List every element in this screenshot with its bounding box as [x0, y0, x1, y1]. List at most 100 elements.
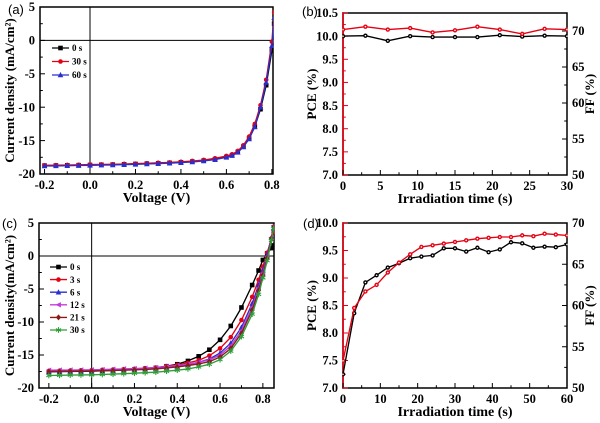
- y-tick-label: 0: [28, 249, 34, 263]
- legend-label: 60 s: [72, 70, 87, 80]
- x-tick-label: 0.4: [173, 178, 189, 192]
- x-tick-label: 0.2: [127, 392, 143, 406]
- y-tick-label: 5: [29, 0, 35, 14]
- series-30s: [42, 10, 274, 168]
- y-tick-label: 7.5: [322, 354, 338, 368]
- y-tick-label: 10.0: [316, 29, 338, 43]
- y-axis-label: PCE (%): [304, 69, 319, 120]
- legend-label: 6 s: [70, 287, 81, 297]
- legend-label: 3 s: [70, 275, 81, 285]
- axis-ticks: [39, 222, 264, 389]
- y-axis-label: Current density (mA/cm²): [2, 18, 17, 162]
- series-30s: [46, 225, 275, 379]
- y-right-tick-label: 50: [572, 381, 585, 395]
- tick-labels: -0.2 0.0 0.2 0.4 0.6 0.8 -20 -15 -10 -5 0 5: [18, 0, 279, 192]
- y-tick-label: 9.0: [322, 76, 338, 90]
- series-FF: [342, 231, 568, 363]
- x-tick-label: 50: [523, 392, 536, 406]
- y-right-tick-label: 65: [572, 60, 585, 74]
- x-tick-label: 40: [486, 392, 499, 406]
- y-axis-label-right: FF (%): [582, 285, 597, 325]
- x-tick-label: -0.2: [39, 392, 59, 406]
- x-tick-label: 25: [523, 179, 536, 193]
- legend-item: 6 s: [50, 287, 81, 297]
- legend-label: 0 s: [70, 262, 81, 272]
- y-right-tick-label: 70: [572, 216, 585, 230]
- tick-labels: 0 10 20 30 40 50 607.07.58.08.59.09.510.050556…: [316, 216, 584, 406]
- y-right-tick-label: 60: [572, 96, 585, 110]
- x-tick-label: 20: [411, 392, 424, 406]
- y-right-tick-label: 55: [572, 132, 585, 146]
- y-right-tick-label: 60: [572, 299, 585, 313]
- y-tick-label: 8.5: [322, 99, 338, 113]
- y-tick-label: 9.0: [322, 271, 338, 285]
- x-tick-label: 0: [340, 179, 346, 193]
- y-tick-label: 10.5: [316, 6, 338, 20]
- y-tick-label: -5: [24, 282, 34, 296]
- legend-item: 3 s: [50, 275, 81, 285]
- legend-item: 0 s: [52, 43, 83, 53]
- x-tick-label: 0.0: [84, 392, 100, 406]
- series-PCE: [342, 33, 568, 43]
- y-tick-label: 9.5: [322, 52, 338, 66]
- y-tick-label: -5: [25, 67, 35, 81]
- panel-letter: (c): [2, 216, 17, 231]
- y-tick-label: -15: [18, 134, 35, 148]
- x-tick-label: 0.8: [255, 392, 271, 406]
- legend-item: 12 s: [50, 300, 85, 310]
- legend-label: 21 s: [70, 313, 85, 323]
- x-tick-label: 60: [561, 392, 574, 406]
- legend: 0 s 3 s 6 s 12 s 21 s 30 s: [50, 262, 85, 335]
- y-right-tick-label: 50: [572, 168, 585, 182]
- y-axis-label: Current density(mA/cm²): [2, 235, 17, 376]
- y-tick-label: 0: [29, 34, 35, 48]
- legend-item: 21 s: [50, 313, 85, 323]
- panel-c: -0.2 0.0 0.2 0.4 0.6 0.8 -20 -15 -10 -5 0 5 Voltage …: [2, 216, 275, 420]
- y-tick-label: 8.0: [322, 122, 338, 136]
- x-tick-label: 20: [486, 179, 499, 193]
- x-tick-label: 30: [561, 179, 574, 193]
- y-tick-label: -10: [18, 100, 35, 114]
- series-21s: [46, 223, 275, 375]
- y-tick-label: 7.5: [322, 145, 338, 159]
- legend-item: 0 s: [50, 262, 81, 272]
- y-axis-label-right: FF (%): [582, 74, 597, 114]
- x-tick-label: 10: [374, 392, 387, 406]
- x-tick-label: 30: [449, 392, 462, 406]
- x-tick-label: 15: [449, 179, 462, 193]
- x-axis-label: Voltage (V): [123, 191, 191, 206]
- x-tick-label: -0.2: [35, 178, 55, 192]
- y-right-tick-label: 65: [572, 257, 585, 271]
- tick-labels: 0 5 10 15 20 25 30 7.0 7.5 8.0 8.5 9.0 9.5 10.0 10.5 50…: [316, 6, 584, 193]
- legend-label: 30 s: [72, 57, 87, 67]
- y-tick-label: 7.0: [322, 381, 338, 395]
- zero-lines: [39, 223, 274, 388]
- y-tick-label: -20: [17, 381, 34, 395]
- tick-labels: -0.2 0.0 0.2 0.4 0.6 0.8 -20 -15 -10 -5 0 5: [17, 216, 270, 406]
- panel-letter: (b): [302, 4, 318, 19]
- x-axis-label: Irradiation time (s): [397, 192, 512, 207]
- y-tick-label: 8.0: [322, 326, 338, 340]
- series-PCE: [342, 240, 568, 377]
- y-right-tick-label: 70: [572, 24, 585, 38]
- y-tick-label: -10: [17, 315, 34, 329]
- x-tick-label: 0.8: [264, 178, 280, 192]
- y-right-tick-label: 55: [572, 340, 585, 354]
- y-tick-label: 7.0: [322, 168, 338, 182]
- zero-lines: [40, 7, 273, 174]
- panel-d: 0 10 20 30 40 50 607.07.58.08.59.09.510.050556…: [303, 216, 597, 420]
- panel-letter: (a): [8, 2, 24, 17]
- legend-item: 60 s: [52, 70, 87, 80]
- legend-item: 30 s: [52, 57, 87, 67]
- axis-ticks: [40, 6, 273, 175]
- y-tick-label: 5: [28, 216, 34, 230]
- legend-label: 0 s: [72, 43, 83, 53]
- x-tick-label: 0: [340, 392, 346, 406]
- x-tick-label: 0.4: [169, 392, 185, 406]
- x-tick-label: 0.6: [212, 392, 228, 406]
- legend-label: 30 s: [70, 325, 85, 335]
- x-axis-label: Irradiation time (s): [397, 405, 512, 420]
- y-tick-label: 9.5: [322, 244, 338, 258]
- series-12s: [45, 223, 275, 373]
